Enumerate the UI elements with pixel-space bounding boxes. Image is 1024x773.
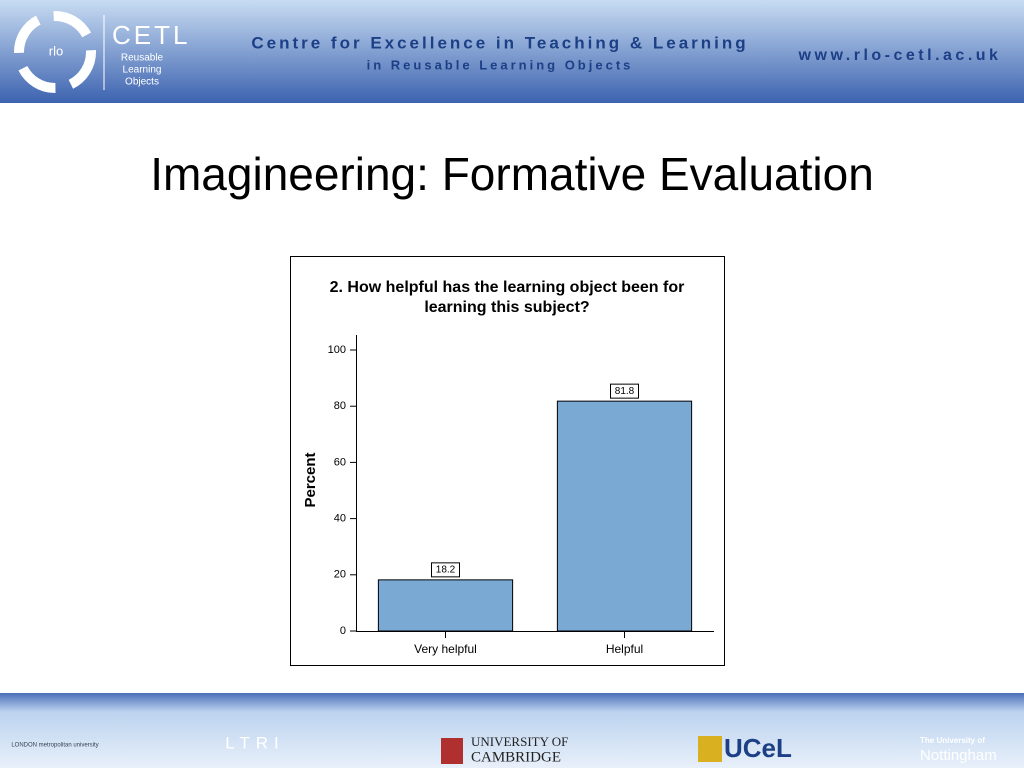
header-subtitle: in Reusable Learning Objects: [367, 57, 634, 72]
ucel-crest: [698, 736, 722, 762]
value-label: 81.8: [615, 386, 635, 397]
logo-line: Objects: [125, 77, 159, 88]
chart-title-box: 2. How helpful has the learning object b…: [329, 279, 685, 316]
y-axis-label: Percent: [302, 452, 319, 507]
logo-name: CETL: [112, 20, 190, 50]
logo-mark: rlo: [49, 43, 63, 58]
header-url: www.rlo-cetl.ac.uk: [798, 47, 1002, 64]
footer-logo: LTRI: [225, 733, 285, 752]
footer-logo: UNIVERSITY OF: [471, 734, 568, 749]
y-tick-label: 60: [334, 456, 346, 468]
footer-logo: The University of: [920, 736, 985, 745]
slide-title: Imagineering: Formative Evaluation: [150, 148, 874, 200]
value-label: 18.2: [436, 564, 456, 575]
chart-title: 2. How helpful has the learning object b…: [329, 279, 685, 316]
bar: [377, 579, 514, 632]
footer-logo: LONDON metropolitan university: [11, 743, 98, 749]
y-tick-label: 0: [340, 625, 346, 637]
bar: [556, 400, 693, 632]
y-tick-label: 100: [328, 344, 346, 356]
y-tick-label: 80: [334, 400, 346, 412]
footer-logo: CAMBRIDGE: [471, 749, 561, 765]
y-tick-label: 20: [334, 569, 346, 581]
value-label-box: [610, 383, 639, 399]
recycle-logo: [14, 11, 96, 93]
logo-line: Reusable: [121, 53, 164, 64]
footer-band: [0, 693, 1024, 768]
logo-line: Learning: [123, 65, 162, 76]
value-label-box: [431, 562, 460, 578]
header-title: Centre for Excellence in Teaching & Lear…: [251, 33, 748, 52]
x-tick-label: Helpful: [606, 642, 643, 656]
x-tick-label: Very helpful: [414, 642, 477, 656]
footer-logo: UCeL: [724, 733, 792, 763]
y-tick-label: 40: [334, 513, 346, 525]
header-band: [0, 0, 1024, 103]
crest: [441, 738, 463, 764]
footer-logo: Nottingham: [920, 747, 997, 764]
